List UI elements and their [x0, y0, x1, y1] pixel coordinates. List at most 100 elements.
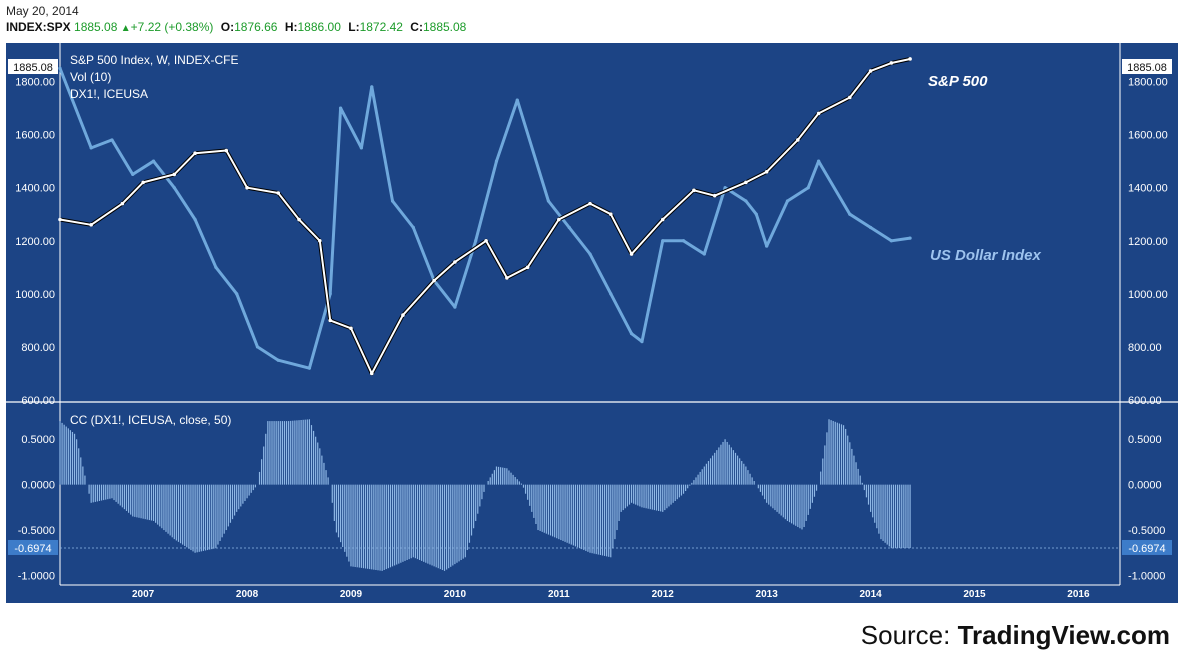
spx-point-1: [89, 223, 93, 227]
spx-point-20: [557, 217, 561, 222]
usd-point-12: [328, 292, 332, 296]
spx-last-badge-right: 1885.08: [1127, 62, 1167, 74]
axes-layer: 600.00 600.00 800.00 800.00 1000.00 1000.00 12…: [8, 59, 1172, 600]
usd-point-5: [172, 186, 176, 190]
usd-point-25: [588, 252, 592, 256]
spx-point-14: [401, 313, 405, 317]
spx-point-24: [660, 217, 665, 222]
right-y-tick-6: 1800.00: [1128, 77, 1168, 89]
left-y-tick-5: 1600.00: [15, 130, 55, 142]
right-y-tick-4: 1400.00: [1128, 183, 1168, 195]
low-value: 1872.42: [359, 20, 403, 34]
spx-point-6: [224, 148, 229, 153]
usd-point-31: [702, 252, 706, 256]
cc-last-badge-right-bg: [1122, 539, 1172, 555]
usd-point-32: [723, 186, 727, 190]
spx-point-12: [349, 326, 353, 331]
usd-point-27: [629, 332, 634, 336]
spx-point-17: [484, 238, 488, 243]
usd-point-11: [307, 366, 312, 370]
spx-point-18: [505, 276, 509, 280]
usd-annotation: US Dollar Index: [930, 247, 1042, 264]
source-brand: TradingView.com: [957, 620, 1170, 650]
spx-point-3: [141, 180, 145, 185]
usd-point-36: [785, 199, 790, 203]
right-y-tick-5: 1600.00: [1128, 130, 1168, 142]
cc-left-tick-0: -1.0000: [18, 570, 55, 582]
spx-point-7: [245, 185, 249, 190]
usd-point-15: [370, 85, 374, 89]
usd-point-28: [640, 340, 644, 344]
right-y-tick-3: 1200.00: [1128, 236, 1168, 248]
spx-point-32: [868, 69, 873, 73]
usd-point-39: [848, 212, 852, 216]
right-y-tick-1: 800.00: [1128, 342, 1162, 354]
cc-right-tick-2: 0.0000: [1128, 480, 1162, 492]
spx-point-9: [297, 217, 301, 222]
usd-point-41: [889, 239, 893, 243]
low-label: L:: [348, 20, 360, 34]
spx-point-25: [692, 188, 696, 193]
up-triangle-icon: ▲: [120, 23, 131, 34]
cc-legend[interactable]: CC (DX1!, ICEUSA, close, 50): [70, 413, 231, 427]
x-tick-4: 2011: [548, 589, 570, 600]
usd-point-37: [806, 186, 810, 190]
left-y-tick-2: 1000.00: [15, 289, 55, 301]
spx-annotation: S&P 500: [928, 73, 988, 90]
spx-point-19: [525, 265, 530, 270]
x-tick-3: 2010: [444, 589, 467, 600]
cc-left-tick-2: 0.0000: [21, 480, 55, 492]
legend-line-1[interactable]: S&P 500 Index, W, INDEX-CFE: [70, 53, 239, 67]
cc-left-tick-3: 0.5000: [21, 434, 55, 446]
close-value: 1885.08: [422, 20, 467, 34]
open-value: 1876.66: [234, 20, 278, 34]
x-tick-5: 2012: [652, 589, 675, 600]
spx-last-badge-left: 1885.08: [13, 62, 53, 74]
cc-last-badge-right: -0.6974: [1128, 543, 1165, 555]
source-credit: Source: TradingView.com: [861, 620, 1170, 651]
cc-last-badge-left: -0.6974: [14, 543, 51, 555]
spx-point-10: [318, 238, 322, 243]
usd-point-4: [151, 159, 156, 163]
chart-date: May 20, 2014: [6, 4, 79, 18]
open-label: O:: [220, 20, 235, 34]
ticker-line: INDEX:SPX 1885.08 ▲+7.22 (+0.38%) O:1876…: [6, 20, 466, 34]
left-y-tick-1: 800.00: [21, 342, 55, 354]
spx-point-2: [120, 201, 125, 206]
usd-point-38: [817, 159, 821, 163]
cc-last-badge-left-bg: [8, 539, 58, 555]
chart-header: May 20, 2014 INDEX:SPX 1885.08 ▲+7.22 (+…: [6, 4, 466, 34]
spx-point-27: [744, 180, 748, 185]
spx-point-31: [848, 95, 852, 100]
usd-point-9: [255, 345, 260, 349]
usd-point-24: [567, 225, 571, 230]
usd-point-21: [494, 159, 499, 163]
usd-point-20: [474, 239, 478, 243]
spx-point-29: [796, 138, 800, 142]
usd-point-1: [89, 146, 93, 150]
usd-point-42: [908, 236, 912, 240]
legend-line-3[interactable]: DX1!, ICEUSA: [70, 87, 148, 101]
legend-line-2[interactable]: Vol (10): [70, 70, 111, 84]
usd-point-40: [868, 225, 873, 230]
x-tick-2: 2009: [340, 589, 363, 600]
spx-point-28: [764, 169, 769, 174]
ticker-symbol[interactable]: INDEX:SPX: [6, 20, 71, 34]
spx-point-4: [172, 172, 177, 177]
cc-right-tick-0: -1.0000: [1128, 570, 1165, 582]
x-tick-8: 2015: [963, 589, 986, 600]
usd-series: [58, 66, 912, 370]
spx-series: [58, 57, 912, 376]
spx-point-11: [328, 318, 332, 323]
high-value: 1886.00: [297, 20, 341, 34]
close-label: C:: [410, 20, 423, 34]
usd-point-7: [214, 265, 218, 269]
x-tick-7: 2014: [859, 589, 882, 600]
cc-histogram: [59, 419, 1120, 571]
cc-right-tick-1: -0.5000: [1128, 525, 1165, 537]
spx-point-13: [369, 371, 374, 376]
cc-left-tick-1: -0.5000: [18, 525, 55, 537]
spx-point-30: [816, 111, 821, 116]
usd-point-0: [58, 66, 62, 70]
